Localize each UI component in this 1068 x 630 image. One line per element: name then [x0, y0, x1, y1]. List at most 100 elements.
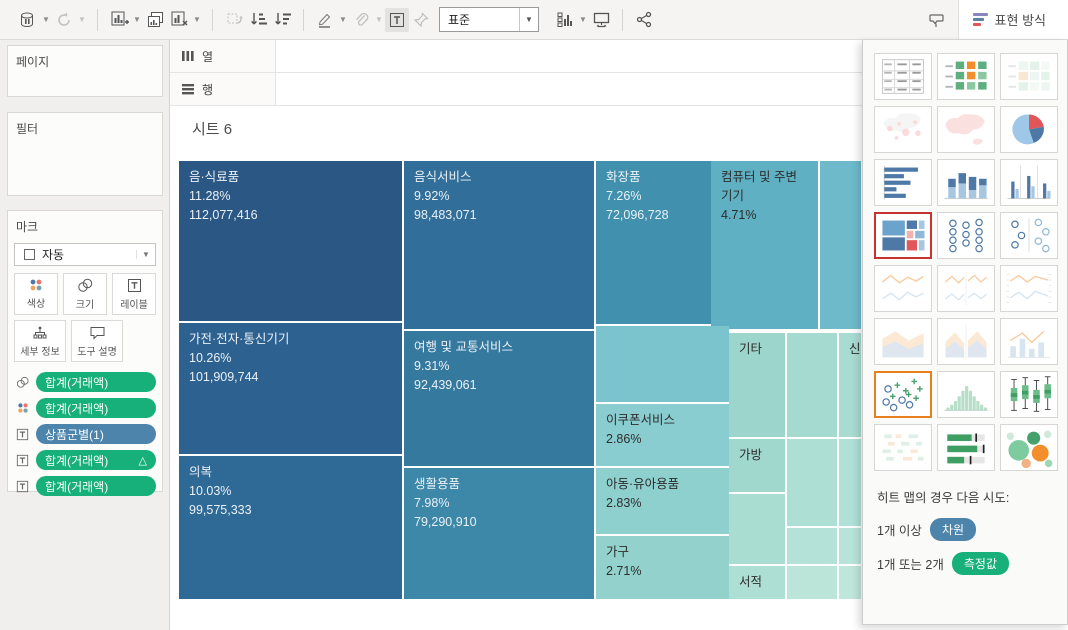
- showme-filled-map-thumb[interactable]: [937, 106, 995, 153]
- treemap-cell-name: 의복: [189, 465, 213, 479]
- showme-scatter-plot-thumb[interactable]: [874, 371, 932, 418]
- treemap-cell[interactable]: [839, 528, 861, 564]
- filters-shelf[interactable]: 필터: [7, 112, 163, 196]
- clear-sheet-icon[interactable]: [167, 8, 191, 32]
- treemap-cell-12[interactable]: 가구 2.71%: [596, 536, 729, 599]
- treemap-cell[interactable]: [787, 528, 837, 564]
- mark-type-caret[interactable]: ▼: [136, 250, 155, 259]
- showme-treemap-thumb[interactable]: [874, 212, 932, 259]
- sheet-title: 시트 6: [192, 121, 233, 138]
- detail-icon: [33, 326, 47, 338]
- new-worksheet-caret[interactable]: ▼: [133, 15, 141, 24]
- treemap-cell-13[interactable]: 기타: [729, 333, 785, 437]
- treemap-cell[interactable]: [820, 161, 861, 329]
- tooltip-flag-icon[interactable]: [924, 8, 948, 32]
- delta-indicator: △: [138, 454, 147, 467]
- showme-heat-map-thumb[interactable]: [1000, 53, 1058, 100]
- showme-gantt-thumb[interactable]: [874, 424, 932, 471]
- showme-pie-chart-thumb[interactable]: [1000, 106, 1058, 153]
- showme-side-by-side-circle-thumb[interactable]: [1000, 212, 1058, 259]
- treemap-cell-16[interactable]: 가방: [729, 439, 785, 492]
- show-me-panel: 히트 맵의 경우 다음 시도: 1개 이상 차원 1개 또는 2개 측정값: [862, 40, 1068, 625]
- treemap-cell[interactable]: [839, 439, 861, 526]
- treemap-cell[interactable]: [787, 566, 837, 599]
- showme-area-continuous-thumb[interactable]: [874, 318, 932, 365]
- duplicate-sheet-icon[interactable]: [143, 8, 167, 32]
- show-mark-labels-icon[interactable]: [385, 7, 409, 32]
- treemap-cell-6[interactable]: 화장품 7.26% 72,096,728: [596, 161, 729, 324]
- showme-highlight-table-thumb[interactable]: [937, 53, 995, 100]
- detail-button-label: 세부 정보: [20, 346, 60, 358]
- pill-sum-transaction-color[interactable]: 합계(거래액): [36, 398, 156, 418]
- treemap-cell[interactable]: [787, 333, 837, 437]
- treemap-cell-7[interactable]: 컴퓨터 및 주변기기 4.71%: [711, 161, 818, 329]
- showme-text-table-thumb[interactable]: [874, 53, 932, 100]
- square-mark-icon: [24, 249, 35, 260]
- showme-horizontal-bar-thumb[interactable]: [874, 159, 932, 206]
- treemap-cell-1[interactable]: 가전·전자·통신기기 10.26% 101,909,744: [179, 323, 402, 454]
- tooltip-button[interactable]: 도구 설명: [71, 320, 123, 362]
- treemap-cell[interactable]: [839, 566, 861, 599]
- pill-sum-transaction-label-delta[interactable]: 합계(거래액) △: [36, 450, 156, 470]
- tooltip-button-label: 도구 설명: [77, 346, 117, 358]
- data-source-caret[interactable]: ▼: [42, 15, 50, 24]
- treemap-cell-value: 79,290,910: [414, 514, 477, 529]
- showme-area-discrete-thumb[interactable]: [937, 318, 995, 365]
- treemap-cell-value: 72,096,728: [606, 207, 669, 222]
- highlight-icon[interactable]: [313, 8, 337, 32]
- treemap-cell[interactable]: [596, 326, 729, 402]
- presentation-mode-icon[interactable]: [589, 8, 613, 32]
- treemap-cell-3[interactable]: 음식서비스 9.92% 98,483,071: [404, 161, 594, 329]
- sort-descending-icon[interactable]: [270, 8, 294, 32]
- showme-dual-line-thumb[interactable]: [1000, 265, 1058, 312]
- color-button[interactable]: 색상: [14, 273, 58, 315]
- showme-circle-view-thumb[interactable]: [937, 212, 995, 259]
- treemap-cell-10[interactable]: 이쿠폰서비스 2.86%: [596, 404, 729, 466]
- share-icon[interactable]: [632, 8, 656, 32]
- fit-selector-caret[interactable]: ▼: [579, 15, 587, 24]
- showme-packed-bubbles-thumb[interactable]: [1000, 424, 1058, 471]
- treemap-cell-2[interactable]: 의복 10.03% 99,575,333: [179, 456, 402, 599]
- treemap-cell[interactable]: [787, 439, 837, 526]
- label-button[interactable]: 레이블: [112, 273, 156, 315]
- treemap-cell-11[interactable]: 아동·유아용품 2.83%: [596, 468, 729, 534]
- show-me-label: 표현 방식: [994, 13, 1046, 28]
- new-worksheet-icon[interactable]: [107, 8, 131, 32]
- pill-product-group-label[interactable]: 상품군별(1): [36, 424, 156, 444]
- fit-mode-select[interactable]: 표준 ▼: [439, 7, 539, 32]
- showme-bullet-graph-thumb[interactable]: [937, 424, 995, 471]
- showme-line-continuous-thumb[interactable]: [874, 265, 932, 312]
- pill-sum-transaction-size[interactable]: 합계(거래액): [36, 372, 156, 392]
- requirement-1-text: 1개 이상: [877, 524, 922, 538]
- showme-dual-combination-thumb[interactable]: [1000, 318, 1058, 365]
- show-me-button[interactable]: 표현 방식: [957, 0, 1068, 39]
- fit-mode-caret[interactable]: ▼: [519, 8, 538, 31]
- showme-histogram-thumb[interactable]: [937, 371, 995, 418]
- mark-type-select[interactable]: 자동 ▼: [14, 243, 156, 266]
- showme-line-discrete-thumb[interactable]: [937, 265, 995, 312]
- clear-sheet-caret[interactable]: ▼: [193, 15, 201, 24]
- data-source-icon[interactable]: [16, 8, 40, 32]
- refresh-icon[interactable]: [52, 8, 76, 32]
- highlight-caret[interactable]: ▼: [339, 15, 347, 24]
- marks-card: 마크 자동 ▼ 색상 크기 레이블: [7, 210, 163, 496]
- treemap-cell-name: 서적: [739, 575, 763, 589]
- fit-selector-icon[interactable]: [553, 8, 577, 32]
- detail-button[interactable]: 세부 정보: [14, 320, 66, 362]
- treemap-cell-18[interactable]: 서적: [729, 566, 785, 599]
- treemap-cell-5[interactable]: 생활용품 7.98% 79,290,910: [404, 468, 594, 599]
- pages-shelf[interactable]: 페이지: [7, 45, 163, 97]
- treemap-cell-percent: 11.28%: [189, 188, 231, 203]
- size-button[interactable]: 크기: [63, 273, 107, 315]
- showme-symbol-map-thumb[interactable]: [874, 106, 932, 153]
- treemap-cell-0[interactable]: 음·식료품 11.28% 112,077,416: [179, 161, 402, 321]
- treemap-cell-15[interactable]: 신: [839, 333, 861, 437]
- pill-sum-transaction-label[interactable]: 합계(거래액): [36, 476, 156, 496]
- treemap-cell[interactable]: [729, 494, 785, 564]
- treemap-cell-4[interactable]: 여행 및 교통서비스 9.31% 92,439,061: [404, 331, 594, 466]
- sort-ascending-icon[interactable]: [246, 8, 270, 32]
- showme-box-and-whisker-thumb[interactable]: [1000, 371, 1058, 418]
- showme-stacked-bar-thumb[interactable]: [937, 159, 995, 206]
- showme-side-by-side-bar-thumb[interactable]: [1000, 159, 1058, 206]
- tooltip-icon: [90, 326, 104, 340]
